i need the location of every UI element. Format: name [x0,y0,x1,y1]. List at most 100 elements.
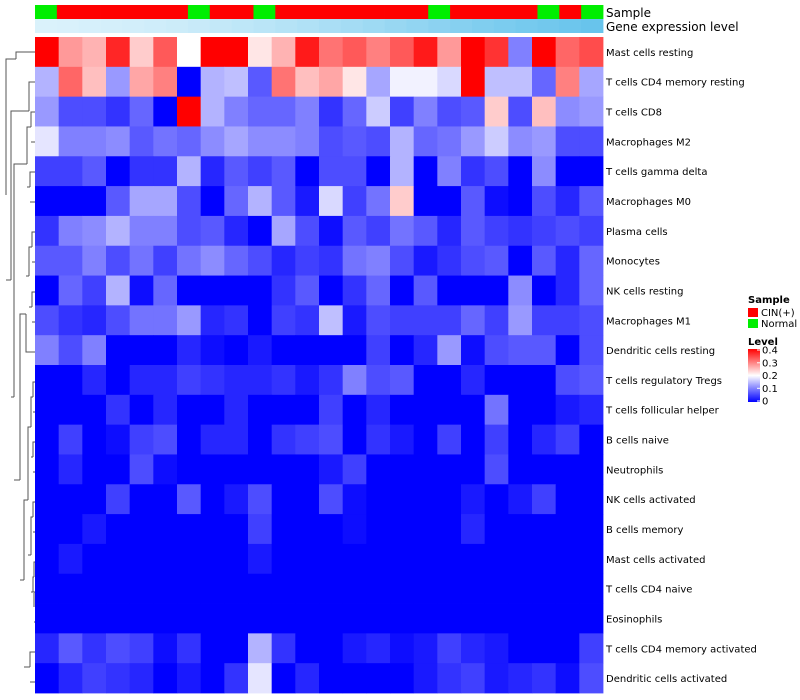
heatmap-cell [35,305,60,336]
heatmap-cell [532,37,557,68]
heatmap-cell [106,66,131,98]
heatmap-cell [129,335,154,366]
heatmap-cell [58,215,83,247]
heatmap-cell [437,633,462,664]
heatmap-cell [484,663,509,694]
heatmap-cell [224,514,249,545]
heatmap-cell [224,424,249,455]
heatmap-cell [224,573,249,604]
heatmap-cell [579,454,604,485]
legend-swatch-normal [748,319,758,328]
legend: Sample CIN(+) Normal Level 0.40.3 0.2 0.1 0 [748,295,797,408]
heatmap-cell [437,186,462,217]
heatmap-cell [342,365,367,396]
heatmap-cell [366,186,391,217]
expression-annotation-cell [515,19,538,33]
heatmap-cell [129,275,154,306]
heatmap-cell [177,215,202,247]
heatmap-cell [508,484,533,515]
heatmap-cell [342,275,367,306]
heatmap-cell [248,275,273,306]
heatmap-cell [461,633,486,664]
heatmap-cell [106,156,131,187]
heatmap-cell [153,215,178,247]
sample-annotation-cell [253,5,276,19]
heatmap-cell [271,66,296,98]
heatmap-cell [200,514,225,545]
heatmap-cell [366,663,391,694]
heatmap-cell [224,633,249,664]
heatmap-cell [200,156,225,187]
heatmap-cell [366,514,391,545]
heatmap-cell [461,215,486,247]
expression-annotation-cell [340,19,364,33]
heatmap-cell [82,186,107,217]
heatmap-cell [319,454,344,485]
heatmap-cell [153,275,178,306]
expression-annotation-cell [231,19,254,33]
row-label: Plasma cells [606,227,668,238]
dendrogram-branch [26,126,31,164]
heatmap-cell [319,215,344,247]
legend-tick-label: 0.3 [762,358,778,369]
heatmap-cell [271,186,296,217]
heatmap-cell [35,394,60,426]
heatmap-cell [390,66,415,98]
heatmap-cell [342,633,367,664]
heatmap-cell [579,365,604,396]
expression-annotation-cell [209,19,233,33]
heatmap-cell [295,365,320,396]
heatmap-cell [295,573,320,604]
heatmap-cell [508,275,533,306]
heatmap-cell [295,215,320,247]
heatmap-cell [508,365,533,396]
heatmap-cell [248,424,273,455]
heatmap-cell [319,424,344,455]
heatmap-cell [129,365,154,396]
dendrogram-branch [30,396,33,427]
heatmap-cell [248,543,273,575]
heatmap-cell [106,514,131,545]
heatmap-cell [58,454,83,485]
heatmap-cell [413,573,438,604]
heatmap-cell [532,66,557,98]
legend-level-title: Level [748,337,778,348]
heatmap-cell [484,245,509,276]
heatmap-cell [35,66,60,98]
heatmap-cell [342,424,367,455]
heatmap-cell [366,156,391,187]
heatmap-cell [413,275,438,306]
heatmap-cell [413,365,438,396]
expression-annotation-cell [144,19,167,33]
heatmap-cell [413,454,438,485]
heatmap-cell [366,633,391,664]
heatmap-cell [366,305,391,336]
heatmap-cell [153,663,178,694]
heatmap-cell [177,275,202,306]
heatmap-cell [35,37,60,68]
heatmap-cell [82,424,107,455]
heatmap-cell [366,454,391,485]
heatmap-cell [342,394,367,426]
row-label: B cells memory [606,525,683,536]
heatmap-cell [508,305,533,336]
heatmap-cell [106,365,131,396]
heatmap-cell [484,543,509,575]
heatmap-cell [129,663,154,694]
heatmap-cell [342,573,367,604]
heatmap-cell [555,96,580,127]
heatmap-cell [129,424,154,455]
heatmap-cell [295,394,320,426]
heatmap-cell [461,543,486,575]
heatmap-cell [437,424,462,455]
heatmap-cell [82,365,107,396]
heatmap-cell [437,394,462,426]
heatmap-cell [413,394,438,426]
heatmap-cell [390,335,415,366]
heatmap-cell [153,424,178,455]
heatmap-cell [271,365,296,396]
heatmap-cell [484,66,509,98]
heatmap-cell [390,633,415,664]
heatmap-cell [555,156,580,187]
heatmap-cell [224,126,249,157]
